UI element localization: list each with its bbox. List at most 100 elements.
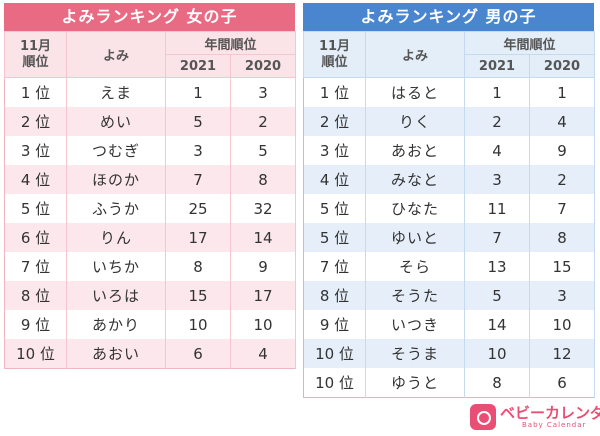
rank-cell: 5 位	[303, 194, 366, 223]
rank-cell: 1 位	[4, 77, 67, 107]
name-cell: ひなた	[365, 194, 465, 223]
table-row: 7 位そら 13 15	[303, 252, 596, 281]
rank-2021-cell: 8	[165, 252, 231, 281]
table-row: 3 位つむぎ 3 5	[4, 136, 297, 165]
rank-2021-cell: 8	[464, 368, 530, 398]
table-row: 9 位いつき 14 10	[303, 310, 596, 339]
rank-2021-cell: 7	[464, 223, 530, 252]
header-reading: よみ	[365, 31, 465, 78]
table-row: 6 位りん 17 14	[4, 223, 297, 252]
table-row: 10 位ゆうと 8 6	[303, 368, 596, 398]
rank-2020-cell: 17	[230, 281, 297, 310]
name-cell: はると	[365, 77, 465, 107]
rank-2021-cell: 5	[464, 281, 530, 310]
rank-2021-cell: 1	[464, 77, 530, 107]
rank-2021-cell: 3	[165, 136, 231, 165]
rank-2021-cell: 13	[464, 252, 530, 281]
rank-cell: 8 位	[303, 281, 366, 310]
header-reading: よみ	[66, 31, 166, 78]
rank-cell: 10 位	[303, 339, 366, 368]
rank-2021-cell: 17	[165, 223, 231, 252]
name-cell: えま	[66, 77, 166, 107]
rank-cell: 3 位	[4, 136, 67, 165]
name-cell: りん	[66, 223, 166, 252]
table-row: 9 位あかり 10 10	[4, 310, 297, 339]
rank-cell: 10 位	[303, 368, 366, 398]
rank-cell: 10 位	[4, 339, 67, 369]
rank-cell: 5 位	[303, 223, 366, 252]
table-row: 1 位はると 1 1	[303, 77, 596, 107]
header-rank: 11月 順位	[4, 31, 67, 78]
name-cell: いつき	[365, 310, 465, 339]
rank-2021-cell: 14	[464, 310, 530, 339]
header-2021: 2021	[464, 54, 530, 78]
rank-2020-cell: 9	[529, 136, 596, 165]
name-cell: あおと	[365, 136, 465, 165]
rank-2020-cell: 12	[529, 339, 596, 368]
name-cell: りく	[365, 107, 465, 136]
girls-ranking-title: よみランキング 女の子	[4, 3, 295, 31]
rank-2020-cell: 7	[529, 194, 596, 223]
header-annual-rank: 年間順位	[164, 31, 297, 55]
logo-text: ベビーカレンダー	[500, 404, 600, 422]
rank-cell: 4 位	[4, 165, 67, 194]
rank-cell: 2 位	[303, 107, 366, 136]
table-row: 8 位そうた 5 3	[303, 281, 596, 310]
rank-2020-cell: 2	[230, 107, 297, 136]
header-2020: 2020	[528, 54, 596, 78]
name-cell: ゆうと	[365, 368, 465, 398]
name-cell: あかり	[66, 310, 166, 339]
rank-cell: 2 位	[4, 107, 67, 136]
rank-2021-cell: 15	[165, 281, 231, 310]
rank-2021-cell: 10	[165, 310, 231, 339]
table-row: 7 位いちか 8 9	[4, 252, 297, 281]
rank-2020-cell: 8	[230, 165, 297, 194]
rank-2021-cell: 10	[464, 339, 530, 368]
rank-2021-cell: 3	[464, 165, 530, 194]
rank-cell: 7 位	[303, 252, 366, 281]
rank-cell: 8 位	[4, 281, 67, 310]
rank-cell: 9 位	[303, 310, 366, 339]
table-row: 10 位そうま 10 12	[303, 339, 596, 368]
rank-2021-cell: 1	[165, 77, 231, 107]
table-row: 1 位えま 1 3	[4, 77, 297, 107]
name-cell: ゆいと	[365, 223, 465, 252]
rank-2021-cell: 7	[165, 165, 231, 194]
rank-2020-cell: 10	[230, 310, 297, 339]
name-cell: めい	[66, 107, 166, 136]
rank-cell: 6 位	[4, 223, 67, 252]
name-cell: みなと	[365, 165, 465, 194]
rank-2021-cell: 4	[464, 136, 530, 165]
table-row: 5 位ひなた 11 7	[303, 194, 596, 223]
girls-ranking-panel: よみランキング 女の子 11月 順位 よみ 年間順位 2021 2020 1 位…	[4, 3, 297, 369]
table-row: 2 位めい 5 2	[4, 107, 297, 136]
rank-cell: 1 位	[303, 77, 366, 107]
table-row: 4 位みなと 3 2	[303, 165, 596, 194]
header-2020: 2020	[229, 54, 297, 78]
name-cell: ほのか	[66, 165, 166, 194]
rank-2020-cell: 32	[230, 194, 297, 223]
boys-ranking-table: 11月 順位 よみ 年間順位 2021 2020 1 位はると 1 1 2 位りく 2 4…	[303, 31, 596, 398]
table-row: 2 位りく 2 4	[303, 107, 596, 136]
rank-2021-cell: 2	[464, 107, 530, 136]
table-row: 8 位いろは 15 17	[4, 281, 297, 310]
name-cell: そら	[365, 252, 465, 281]
rank-2020-cell: 9	[230, 252, 297, 281]
rank-cell: 5 位	[4, 194, 67, 223]
table-row: 5 位ゆいと 7 8	[303, 223, 596, 252]
rank-cell: 7 位	[4, 252, 67, 281]
rank-2020-cell: 8	[529, 223, 596, 252]
rank-2020-cell: 1	[529, 77, 596, 107]
logo-mark-icon	[470, 404, 496, 430]
name-cell: いちか	[66, 252, 166, 281]
header-rank: 11月 順位	[303, 31, 366, 78]
rank-2021-cell: 6	[165, 339, 231, 369]
rank-cell: 9 位	[4, 310, 67, 339]
rank-2020-cell: 4	[529, 107, 596, 136]
boys-ranking-title: よみランキング 男の子	[303, 3, 594, 31]
boys-ranking-panel: よみランキング 男の子 11月 順位 よみ 年間順位 2021 2020 1 位…	[303, 3, 596, 398]
name-cell: あおい	[66, 339, 166, 369]
rank-cell: 3 位	[303, 136, 366, 165]
rank-cell: 4 位	[303, 165, 366, 194]
rank-2020-cell: 4	[230, 339, 297, 369]
